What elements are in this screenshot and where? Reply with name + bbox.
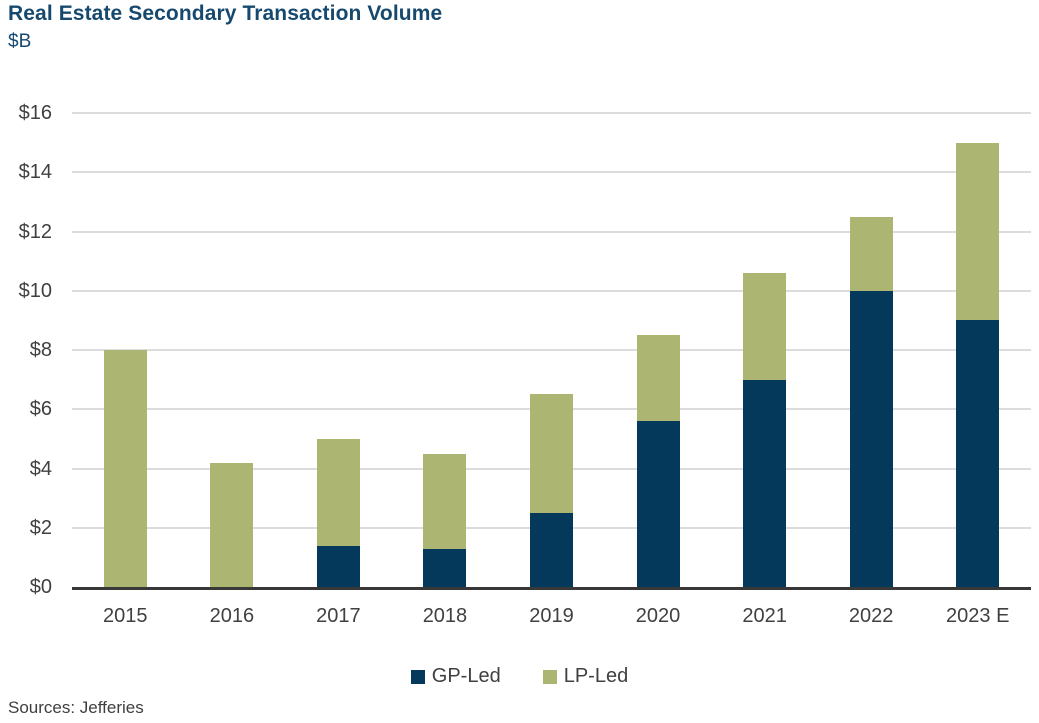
x-tick-label-2017: 2017	[316, 605, 361, 627]
x-tick-label-2020: 2020	[635, 605, 681, 627]
x-tick-label-2019: 2019	[529, 605, 574, 627]
gridline-12	[72, 230, 1031, 233]
legend-item-lp-led: LP-Led	[542, 665, 629, 688]
y-tick-label-16: $16	[18, 102, 52, 124]
bar-2020	[636, 335, 680, 587]
bar-segment-gp-led-2020	[636, 421, 680, 587]
x-tick-label-2018: 2018	[422, 605, 468, 627]
chart-legend: GP-Led LP-Led	[0, 665, 1039, 688]
plot-area	[72, 112, 1031, 590]
legend-label-gp-led: GP-Led	[431, 665, 501, 687]
y-tick-label-10: $10	[18, 279, 52, 302]
y-tick-label-8: $8	[29, 339, 52, 361]
y-tick-label-4: $4	[29, 457, 52, 480]
bar-2023-e	[956, 142, 1000, 587]
bar-segment-gp-led-2017	[316, 545, 360, 587]
bar-2018	[423, 453, 467, 587]
bar-2015	[103, 350, 147, 587]
y-tick-label-12: $12	[18, 220, 52, 243]
gridline-10	[72, 289, 1031, 292]
chart-title: Real Estate Secondary Transaction Volume	[8, 2, 443, 25]
legend-swatch-lp-led	[542, 669, 557, 684]
bar-segment-gp-led-2018	[423, 548, 467, 587]
x-tick-label-2015: 2015	[103, 605, 148, 627]
y-tick-label-2: $2	[29, 516, 52, 539]
bar-segment-lp-led-2023-e	[956, 142, 1000, 321]
bar-2022	[849, 216, 893, 587]
bar-segment-gp-led-2022	[849, 290, 893, 587]
bar-segment-lp-led-2019	[530, 394, 573, 513]
bar-segment-lp-led-2020	[636, 335, 680, 422]
y-tick-label-0: $0	[29, 576, 52, 598]
x-tick-label-2021: 2021	[742, 605, 787, 627]
bar-segment-gp-led-2021	[743, 379, 787, 587]
bar-segment-lp-led-2022	[849, 216, 893, 291]
gridline-14	[72, 171, 1031, 174]
source-note: Sources: Jefferies	[8, 698, 144, 717]
gridline-16	[72, 112, 1031, 114]
chart-units-label: $B	[8, 31, 32, 52]
x-tick-label-2023-e: 2023 E	[946, 605, 1010, 627]
bar-segment-lp-led-2021	[743, 272, 787, 380]
x-tick-label-2022: 2022	[848, 605, 894, 627]
bar-2016	[210, 462, 254, 587]
legend-swatch-gp-led	[410, 669, 425, 684]
legend-label-lp-led: LP-Led	[563, 665, 629, 687]
bar-segment-lp-led-2018	[423, 453, 467, 549]
y-tick-label-6: $6	[29, 398, 52, 421]
y-tick-label-14: $14	[18, 161, 52, 184]
bar-2019	[530, 394, 573, 587]
bar-segment-gp-led-2019	[530, 512, 573, 587]
bar-2021	[743, 272, 787, 587]
bar-segment-lp-led-2015	[103, 350, 147, 587]
x-tick-label-2016: 2016	[209, 605, 255, 627]
legend-item-gp-led: GP-Led	[410, 665, 501, 688]
bar-segment-gp-led-2023-e	[956, 320, 1000, 587]
bar-2017	[316, 438, 360, 587]
bar-segment-lp-led-2016	[210, 462, 254, 587]
gridline-8	[72, 349, 1031, 351]
bar-segment-lp-led-2017	[316, 438, 360, 546]
